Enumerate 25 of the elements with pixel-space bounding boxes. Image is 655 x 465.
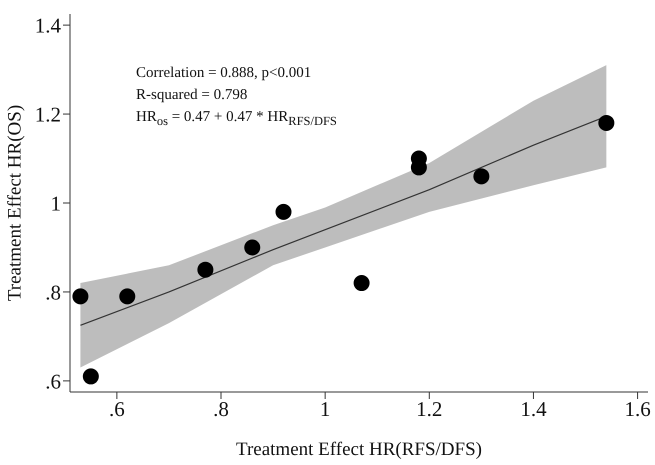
- x-tick-label: 1.6: [624, 396, 651, 421]
- x-axis-title: Treatment Effect HR(RFS/DFS): [236, 439, 482, 460]
- point: [82, 368, 99, 384]
- x-tick-label: 1: [320, 396, 330, 421]
- annotation: Correlation = 0.888, p<0.001: [136, 64, 312, 83]
- x-tick-label: .8: [213, 396, 229, 421]
- point: [72, 288, 88, 304]
- point: [197, 262, 214, 278]
- y-axis-title: Treatment Effect HR(OS): [4, 104, 26, 302]
- y-tick-label: 1.2: [34, 102, 61, 127]
- x-tick-label: .6: [108, 396, 125, 421]
- point: [473, 168, 490, 184]
- y-tick-label: .6: [45, 369, 61, 394]
- y-tick-label: .8: [45, 280, 61, 304]
- x-tick-label: 1.2: [416, 396, 442, 421]
- point: [275, 204, 292, 220]
- annotation: R-squared = 0.798: [136, 86, 248, 105]
- annotation: HR$_{os}$ = 0.47 + 0.47 * HR$_{RFS/DFS}$: [136, 108, 337, 130]
- point: [354, 275, 370, 292]
- y-tick-label: 1: [50, 191, 61, 216]
- point: [244, 239, 260, 256]
- x-tick-label: 1.4: [520, 396, 548, 421]
- y-tick-label: 1.4: [34, 14, 62, 38]
- point: [598, 114, 614, 131]
- point: [119, 288, 136, 304]
